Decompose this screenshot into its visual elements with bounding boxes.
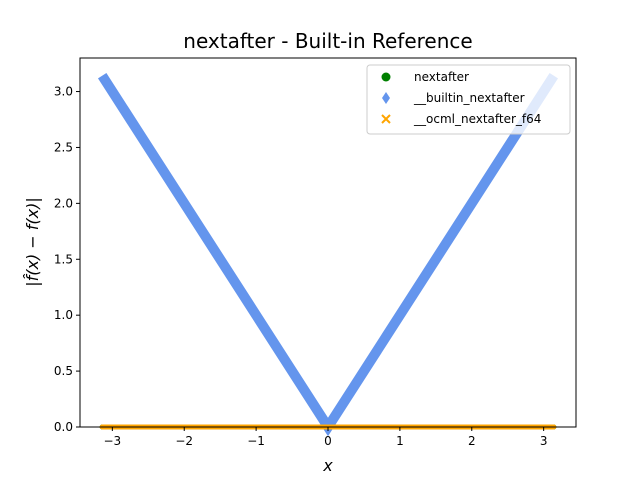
y-tick-label: 2.5 xyxy=(54,140,73,154)
y-tick-label: 0.5 xyxy=(54,364,73,378)
x-tick-label: 3 xyxy=(540,434,548,448)
legend-marker-x xyxy=(381,114,391,124)
x-axis: −3 −2 −1 0 1 2 3 xyxy=(103,427,547,448)
y-tick-label: 2.0 xyxy=(54,196,73,210)
legend-marker-circle xyxy=(381,72,391,82)
y-axis: 0.0 0.5 1.0 1.5 2.0 2.5 3.0 xyxy=(54,85,80,434)
legend-label: __ocml_nextafter_f64 xyxy=(413,112,541,126)
y-tick-label: 3.0 xyxy=(54,85,73,99)
legend-label: nextafter xyxy=(414,70,469,84)
y-axis-label: |f̂(x) − f(x)| xyxy=(23,197,42,287)
legend-box xyxy=(366,64,571,135)
y-tick-label: 1.5 xyxy=(54,252,73,266)
chart-title: nextafter - Built-in Reference xyxy=(183,29,472,53)
y-tick-label: 0.0 xyxy=(54,420,73,434)
x-tick-label: −1 xyxy=(247,434,265,448)
y-tick-label: 1.0 xyxy=(54,308,73,322)
legend: nextafter __builtin_nextafter __ocml_nexta… xyxy=(366,64,571,135)
x-tick-label: 2 xyxy=(468,434,476,448)
legend-marker-diamond xyxy=(382,92,390,104)
x-tick-label: 1 xyxy=(396,434,404,448)
legend-label: __builtin_nextafter xyxy=(413,91,525,105)
x-tick-label: −3 xyxy=(103,434,121,448)
x-tick-label: −2 xyxy=(175,434,193,448)
x-tick-label: 0 xyxy=(324,434,332,448)
x-axis-label: x xyxy=(322,456,333,475)
